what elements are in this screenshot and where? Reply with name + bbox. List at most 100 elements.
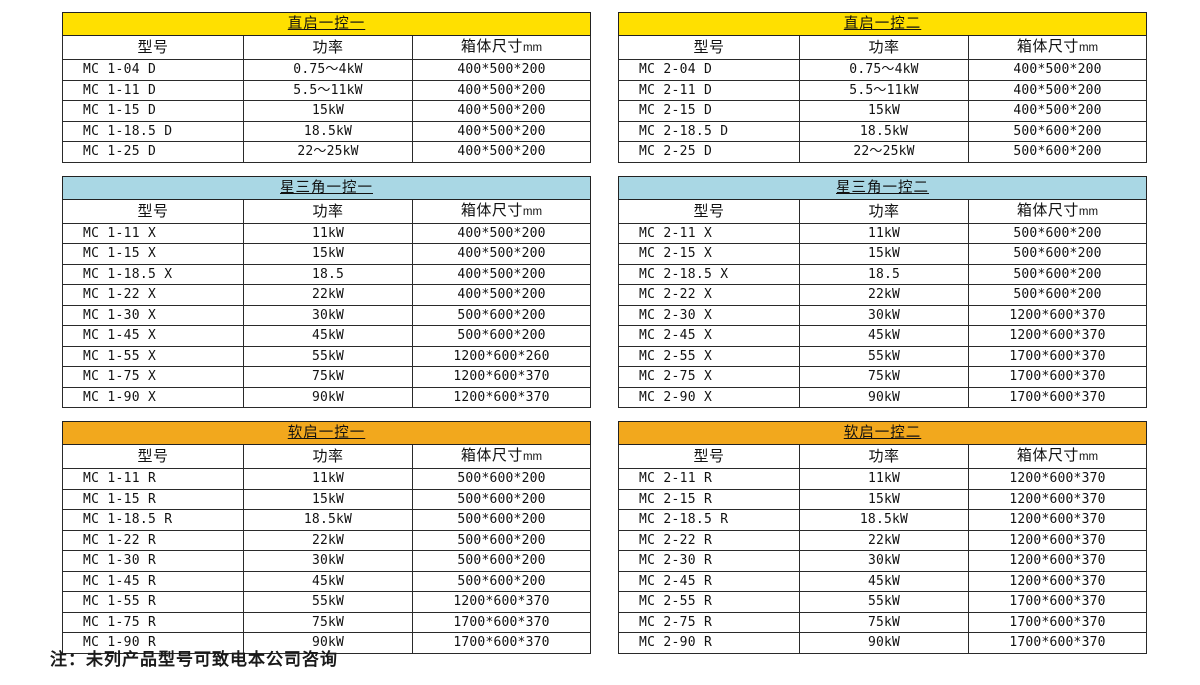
column-header-power-label: 功率	[312, 202, 344, 220]
spec-table-direct-start-one-control-one: 直启一控一 型号 功率 箱体尺寸mm MC 1-04 D 0.75～4kW 400*500*…	[61, 12, 592, 163]
cell-size: 500*600*200	[411, 468, 592, 490]
column-header-row: 型号 功率 箱体尺寸mm	[62, 198, 592, 224]
cell-model: MC 1-55 X	[62, 345, 244, 367]
cell-size: 1200*600*370	[967, 509, 1148, 531]
table-row: MC 1-45 X 45kW 500*600*200	[62, 325, 592, 347]
column-header-model-label: 型号	[137, 202, 169, 220]
table-title: 直启一控二	[617, 12, 1148, 36]
column-header-size-label: 箱体尺寸	[460, 38, 523, 55]
cell-power: 75kW	[799, 611, 969, 633]
cell-power: 75kW	[243, 611, 413, 633]
cell-size: 500*600*200	[967, 141, 1148, 163]
column-header-size: 箱体尺寸mm	[411, 35, 592, 60]
cell-size: 1200*600*370	[967, 304, 1148, 326]
cell-power: 22～25kW	[243, 141, 413, 163]
spec-table-star-delta-one-control-one: 星三角一控一 型号 功率 箱体尺寸mm MC 1-11 X 11kW 400*500*200…	[61, 175, 592, 408]
column-header-row: 型号 功率 箱体尺寸mm	[62, 444, 592, 469]
table-row: MC 1-30 R 30kW 500*600*200	[62, 550, 592, 572]
table-row: MC 2-22 X 22kW 500*600*200	[618, 284, 1148, 306]
cell-model: MC 1-15 X	[62, 243, 244, 265]
cell-power: 55kW	[243, 591, 413, 613]
column-header-model-label: 型号	[137, 39, 169, 56]
cell-power: 18.5	[799, 263, 969, 285]
cell-power: 55kW	[799, 591, 969, 613]
cell-size: 500*600*200	[411, 325, 592, 347]
table-row: MC 2-45 R 45kW 1200*600*370	[618, 570, 1148, 592]
cell-power: 0.75～4kW	[799, 59, 969, 81]
cell-power: 75kW	[243, 366, 413, 388]
cell-model: MC 2-04 D	[618, 59, 800, 81]
cell-size: 1700*600*370	[411, 611, 592, 633]
cell-size: 400*500*200	[411, 79, 592, 101]
cell-power: 30kW	[243, 304, 413, 326]
column-header-row: 型号 功率 箱体尺寸mm	[62, 35, 592, 60]
cell-model: MC 1-30 X	[62, 304, 244, 326]
cell-size: 400*500*200	[411, 284, 592, 306]
column-header-power: 功率	[243, 35, 413, 60]
column-header-size: 箱体尺寸mm	[411, 198, 592, 224]
cell-size: 1700*600*370	[967, 345, 1148, 367]
cell-model: MC 1-15 R	[62, 488, 244, 510]
cell-power: 15kW	[799, 100, 969, 122]
table-row: MC 1-11 D 5.5～11kW 400*500*200	[62, 79, 592, 101]
cell-size: 1200*600*370	[967, 529, 1148, 551]
cell-size: 500*600*200	[967, 222, 1148, 244]
cell-size: 400*500*200	[967, 79, 1148, 101]
cell-model: MC 1-45 X	[62, 325, 244, 347]
column-header-model-label: 型号	[693, 39, 725, 56]
cell-size: 500*600*200	[967, 284, 1148, 306]
cell-size: 400*500*200	[967, 100, 1148, 122]
cell-power: 15kW	[243, 100, 413, 122]
table-row: MC 1-15 D 15kW 400*500*200	[62, 100, 592, 122]
cell-model: MC 2-75 X	[618, 366, 800, 388]
table-row: MC 2-11 R 11kW 1200*600*370	[618, 468, 1148, 490]
cell-model: MC 1-75 R	[62, 611, 244, 633]
cell-model: MC 1-90 X	[62, 386, 244, 408]
cell-power: 45kW	[799, 570, 969, 592]
table-row: MC 2-55 R 55kW 1700*600*370	[618, 591, 1148, 613]
table-row: MC 2-75 X 75kW 1700*600*370	[618, 366, 1148, 388]
column-header-size-unit: mm	[1078, 42, 1099, 54]
cell-model: MC 1-11 D	[62, 79, 244, 101]
column-header-power: 功率	[799, 444, 969, 469]
cell-power: 18.5kW	[799, 509, 969, 531]
table-title: 星三角一控二	[617, 175, 1148, 200]
cell-size: 500*600*200	[411, 304, 592, 326]
column-header-model: 型号	[62, 444, 244, 469]
table-row: MC 1-90 R 90kW 1700*600*370	[62, 632, 592, 654]
column-header-size: 箱体尺寸mm	[967, 35, 1148, 60]
cell-model: MC 1-55 R	[62, 591, 244, 613]
table-title-row: 星三角一控二	[617, 175, 1148, 200]
cell-power: 22kW	[243, 284, 413, 306]
cell-model: MC 2-55 X	[618, 345, 800, 367]
cell-model: MC 1-15 D	[62, 100, 244, 122]
cell-size: 500*600*200	[967, 120, 1148, 142]
cell-size: 500*600*200	[967, 263, 1148, 285]
cell-model: MC 2-22 X	[618, 284, 800, 306]
cell-power: 18.5kW	[243, 509, 413, 531]
cell-size: 1200*600*260	[411, 345, 592, 367]
column-header-power: 功率	[243, 444, 413, 469]
cell-model: MC 2-11 D	[618, 79, 800, 101]
cell-power: 90kW	[243, 386, 413, 408]
table-row: MC 1-11 X 11kW 400*500*200	[62, 222, 592, 244]
cell-power: 18.5	[243, 263, 413, 285]
cell-power: 75kW	[799, 366, 969, 388]
cell-power: 30kW	[243, 550, 413, 572]
table-row: MC 2-30 R 30kW 1200*600*370	[618, 550, 1148, 572]
cell-power: 90kW	[799, 386, 969, 408]
table-row: MC 1-18.5 D 18.5kW 400*500*200	[62, 120, 592, 142]
cell-model: MC 1-22 X	[62, 284, 244, 306]
table-row: MC 1-18.5 X 18.5 400*500*200	[62, 263, 592, 285]
table-row: MC 1-55 R 55kW 1200*600*370	[62, 591, 592, 613]
table-row: MC 2-11 D 5.5～11kW 400*500*200	[618, 79, 1148, 101]
table-title: 软启一控二	[617, 421, 1148, 445]
cell-power: 45kW	[243, 570, 413, 592]
cell-size: 400*500*200	[411, 243, 592, 265]
cell-model: MC 1-75 X	[62, 366, 244, 388]
table-row: MC 2-18.5 D 18.5kW 500*600*200	[618, 120, 1148, 142]
column-header-model-label: 型号	[137, 448, 169, 465]
column-header-row: 型号 功率 箱体尺寸mm	[618, 198, 1148, 224]
cell-power: 30kW	[799, 550, 969, 572]
cell-model: MC 2-22 R	[618, 529, 800, 551]
